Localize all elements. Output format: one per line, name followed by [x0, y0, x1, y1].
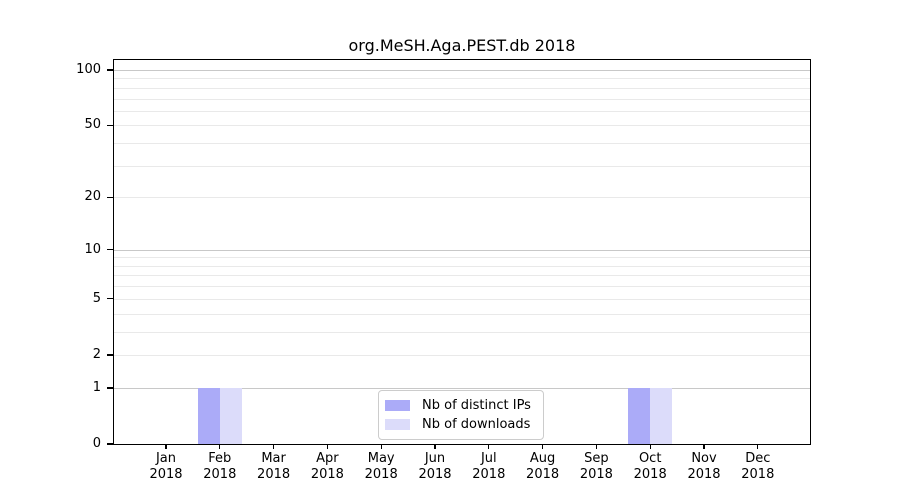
gridline-minor-50: [114, 125, 810, 127]
x-tick-mark-sep: [595, 444, 598, 449]
x-tick-label-sep: Sep 2018: [566, 451, 626, 483]
x-tick-mark-dec: [757, 444, 759, 449]
x-tick-label-mar: Mar 2018: [244, 451, 304, 483]
gridline-minor-40: [114, 143, 810, 145]
y-tick-label-50: 50: [84, 117, 101, 133]
legend-row-downloads: Nb of downloads: [385, 415, 535, 434]
y-tick-label-0: 0: [92, 436, 101, 451]
legend-swatch-downloads: [385, 419, 410, 430]
x-tick-mark-jun: [434, 444, 436, 449]
x-tick-label-year: 2018: [257, 467, 291, 482]
gridline-minor-60: [114, 110, 810, 112]
gridline-minor-2: [114, 354, 810, 356]
y-tick-mark-5: [107, 298, 113, 300]
x-tick-label-apr: Apr 2018: [297, 451, 357, 483]
y-tick-mark-2: [107, 354, 113, 356]
gridline-major-1: [114, 387, 810, 389]
chart-title: org.MeSH.Aga.PEST.db 2018: [348, 36, 576, 55]
x-tick-label-month: Mar: [261, 451, 286, 466]
y-tick-mark-10: [107, 248, 113, 251]
x-tick-label-month: Sep: [584, 451, 609, 466]
x-tick-label-dec: Dec 2018: [728, 451, 788, 483]
gridline-minor-20: [114, 197, 810, 199]
x-tick-label-year: 2018: [687, 467, 721, 482]
bar-distinct-ips-oct: [628, 387, 651, 444]
gridline-minor-30: [114, 165, 810, 167]
x-tick-label-year: 2018: [526, 467, 560, 482]
y-tick-mark-1: [107, 387, 113, 389]
x-tick-label-month: Jan: [155, 451, 177, 466]
legend: Nb of distinct IPs Nb of downloads: [378, 390, 544, 440]
legend-swatch-distinct-ips: [385, 400, 410, 411]
x-tick-label-year: 2018: [579, 467, 613, 482]
x-tick-label-year: 2018: [149, 467, 183, 482]
x-tick-label-month: Aug: [529, 451, 556, 466]
y-tick-label-2: 2: [92, 346, 101, 362]
x-tick-label-month: Dec: [745, 451, 771, 466]
y-tick-label-100: 100: [76, 62, 101, 77]
gridline-minor-6: [114, 286, 810, 288]
x-tick-mark-nov: [703, 444, 705, 449]
x-tick-label-year: 2018: [633, 467, 667, 482]
x-tick-mark-may: [380, 444, 382, 449]
gridline-minor-70: [114, 98, 810, 100]
bar-downloads-oct: [650, 387, 673, 444]
legend-label-distinct-ips: Nb of distinct IPs: [422, 398, 531, 413]
x-tick-mark-oct: [649, 444, 651, 449]
x-tick-label-month: Jul: [480, 451, 497, 466]
y-tick-mark-0: [107, 443, 113, 445]
x-tick-mark-jan: [165, 444, 167, 449]
y-tick-mark-100: [107, 69, 113, 71]
gridline-major-100: [114, 70, 810, 71]
plot-area: [113, 59, 811, 445]
x-tick-mark-mar: [272, 444, 275, 449]
gridline-minor-4: [114, 313, 810, 315]
x-tick-label-feb: Feb 2018: [190, 451, 250, 483]
gridline-minor-90: [114, 78, 810, 80]
legend-row-distinct-ips: Nb of distinct IPs: [385, 396, 535, 415]
gridline-minor-3: [114, 331, 810, 333]
y-tick-label-10: 10: [84, 241, 101, 257]
x-tick-label-year: 2018: [203, 467, 237, 482]
x-tick-label-jan: Jan 2018: [136, 451, 196, 483]
x-tick-label-year: 2018: [472, 467, 506, 482]
legend-label-downloads: Nb of downloads: [422, 417, 531, 432]
x-tick-label-nov: Nov 2018: [674, 451, 734, 483]
gridline-minor-80: [114, 87, 810, 89]
x-tick-label-month: Jun: [424, 451, 446, 466]
x-tick-label-aug: Aug 2018: [513, 451, 573, 483]
gridline-minor-7: [114, 275, 810, 277]
gridline-minor-9: [114, 257, 810, 259]
bar-downloads-feb: [219, 387, 242, 444]
x-tick-label-month: May: [367, 451, 395, 466]
bar-distinct-ips-feb: [197, 387, 220, 444]
x-tick-label-month: Feb: [208, 451, 232, 466]
x-tick-label-oct: Oct 2018: [620, 451, 680, 483]
x-tick-label-month: Oct: [638, 451, 662, 466]
x-tick-label-year: 2018: [418, 467, 452, 482]
x-tick-mark-aug: [541, 444, 544, 449]
y-tick-mark-20: [107, 196, 113, 198]
gridline-minor-8: [114, 265, 810, 267]
y-tick-label-1: 1: [92, 379, 101, 395]
x-tick-label-jun: Jun 2018: [405, 451, 465, 483]
x-tick-label-month: Apr: [316, 451, 339, 466]
x-tick-label-year: 2018: [741, 467, 775, 482]
gridline-minor-5: [114, 298, 810, 300]
x-tick-label-may: May 2018: [351, 451, 411, 483]
y-tick-label-20: 20: [84, 189, 101, 205]
gridline-major-10: [114, 249, 810, 251]
y-tick-mark-50: [107, 124, 113, 127]
x-tick-mark-jul: [488, 444, 490, 449]
x-tick-label-year: 2018: [364, 467, 398, 482]
x-tick-label-month: Nov: [691, 451, 717, 466]
x-tick-mark-feb: [219, 444, 221, 449]
x-tick-label-jul: Jul 2018: [459, 451, 519, 483]
x-tick-mark-apr: [326, 444, 329, 449]
x-tick-label-year: 2018: [310, 467, 344, 482]
y-tick-label-5: 5: [92, 290, 101, 306]
